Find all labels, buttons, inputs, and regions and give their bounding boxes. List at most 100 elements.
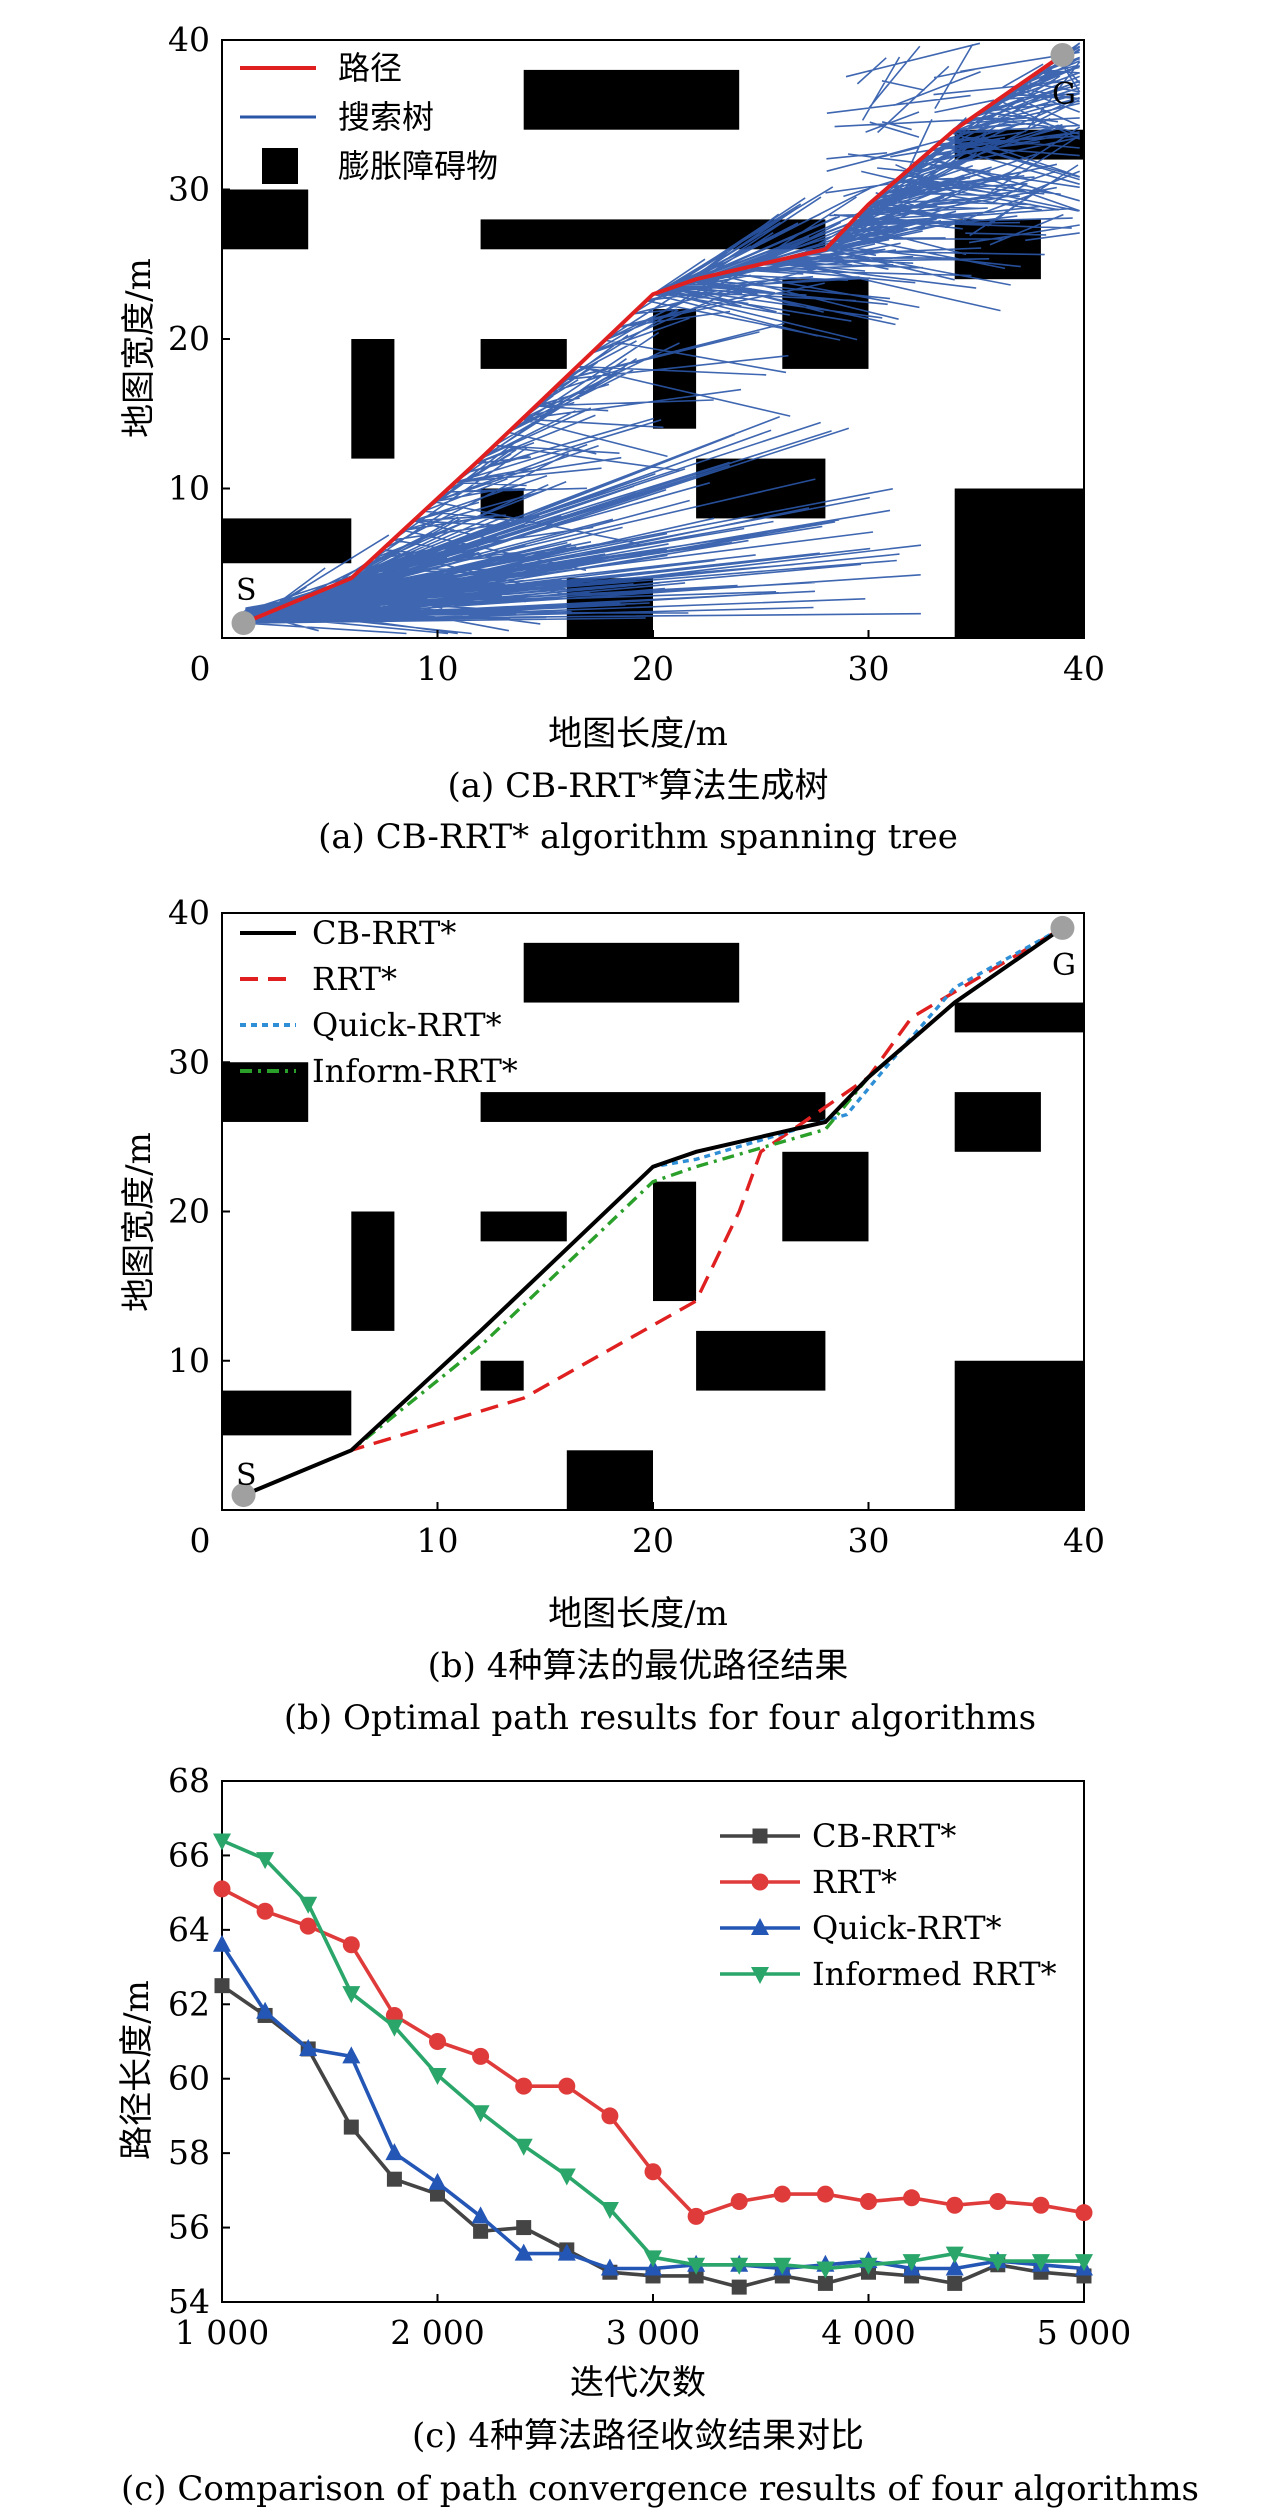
panel-a-legend: 路径 搜索树 膨胀障碍物 [240, 49, 498, 185]
panel-b-xtick-label: 10 [417, 1521, 459, 1560]
panel-b-paths [242, 926, 1064, 1497]
point-rrt [256, 1902, 274, 1920]
panel-a-xtick-label: 0 [190, 649, 211, 688]
point-informed-rrt [945, 2246, 964, 2264]
legend-label-cb-rrt: CB-RRT* [312, 914, 456, 952]
obstacle [480, 339, 567, 369]
legend-label-quick-rrt: Quick-RRT* [312, 1006, 502, 1044]
panel-b-xtick-label: 30 [848, 1521, 890, 1560]
point-rrt [601, 2107, 619, 2125]
point-quick-rrt [213, 1934, 231, 1952]
point-rrt [558, 2077, 576, 2095]
panel-a-ytick-label: 20 [168, 319, 210, 358]
panel-b-ytick-label: 30 [168, 1042, 210, 1081]
point-cb-rrt [386, 2171, 402, 2187]
panel-c-series [213, 1833, 1093, 2295]
panel-a-xtick-label: 20 [632, 649, 674, 688]
point-cb-rrt [343, 2119, 359, 2135]
point-rrt [515, 2077, 533, 2095]
panel-c-xtick-label: 3 000 [606, 2313, 700, 2352]
panel-b-legend: CB-RRT* RRT* Quick-RRT* Inform-RRT* [240, 914, 518, 1090]
start-point [231, 1483, 256, 1508]
point-quick-rrt [342, 2046, 361, 2064]
panel-c-ytick-label: 62 [168, 1984, 210, 2023]
obstacle [222, 1390, 352, 1436]
point-informed-rrt [557, 2168, 576, 2186]
legend-obstacle-swatch [262, 148, 298, 184]
point-cb-rrt [731, 2279, 747, 2295]
point-quick-rrt [299, 2038, 318, 2056]
panel-c-xtick-label: 5 000 [1037, 2313, 1131, 2352]
obstacle [782, 1151, 869, 1242]
panel-b-xtick-label: 20 [632, 1521, 674, 1560]
legend-label-rrt: RRT* [312, 960, 397, 998]
panel-b-obstacles [222, 942, 1084, 1510]
panel-a-ytick-label: 10 [168, 469, 210, 508]
panel-c-legend: CB-RRT* RRT* Quick-RRT* Informed RRT* [720, 1817, 1057, 1993]
point-quick-rrt [557, 2243, 576, 2261]
panel-a-xtick-label: 30 [848, 649, 890, 688]
point-informed-rrt [600, 2201, 619, 2219]
legend-marker-cb-rrt [752, 1828, 768, 1844]
panel-a-goal-label: G [1052, 77, 1076, 112]
panel-a-start-label: S [236, 573, 257, 608]
point-informed-rrt [514, 2138, 533, 2156]
point-rrt [730, 2193, 748, 2211]
panel-c-caption-cn: (c) 4种算法路径收敛结果对比 [412, 2416, 864, 2456]
point-informed-rrt [859, 2257, 878, 2275]
series-informed-rrt [213, 1833, 1093, 2279]
legend-obstacle-label: 膨胀障碍物 [338, 147, 498, 185]
panel-c-ytick-label: 60 [168, 2059, 210, 2098]
panel-b-caption-en: (b) Optimal path results for four algori… [284, 1698, 1036, 1738]
point-rrt [860, 2193, 877, 2211]
obstacle [351, 339, 395, 459]
point-rrt [903, 2189, 921, 2207]
point-cb-rrt [430, 2186, 445, 2202]
point-informed-rrt [730, 2257, 749, 2275]
panel-b-xtick-label: 0 [190, 1521, 211, 1560]
panel-b-ylabel: 地图宽度/m [119, 1132, 159, 1312]
panel-b-ytick-label: 40 [168, 893, 210, 932]
point-cb-rrt [473, 2223, 489, 2239]
panel-c-xlabel: 迭代次数 [570, 2363, 706, 2403]
point-informed-rrt [1031, 2254, 1050, 2272]
point-quick-rrt [471, 2206, 490, 2224]
obstacle [523, 942, 740, 1003]
panel-a-ytick-label: 40 [168, 20, 210, 59]
panel-c-ytick-label: 54 [168, 2282, 210, 2321]
panel-a-xlabel: 地图长度/m [548, 714, 728, 754]
obstacle [954, 488, 1084, 638]
panel-c-ytick-label: 56 [168, 2208, 210, 2247]
point-rrt [816, 2185, 834, 2203]
point-quick-rrt [945, 2258, 964, 2276]
panel-a-path [242, 53, 1064, 625]
legend-label-informed-rrt: Informed RRT* [812, 1955, 1057, 1993]
panel-b-caption-cn: (b) 4种算法的最优路径结果 [428, 1646, 849, 1686]
panel-a-caption-en: (a) CB-RRT* algorithm spanning tree [318, 817, 958, 857]
point-cb-rrt [817, 2275, 833, 2291]
obstacle [351, 1211, 395, 1331]
legend-label-cb-rrt: CB-RRT* [812, 1817, 956, 1855]
panel-b-endpoints [231, 915, 1075, 1508]
panel-a-endpoints [231, 42, 1075, 636]
obstacle [566, 1450, 653, 1510]
panel-c-ticks: 1 000 2 000 3 000 4 000 5 000 54 56 58 60 62 64 66 6… [168, 1761, 1131, 2352]
point-rrt [299, 1917, 317, 1935]
obstacle [222, 1062, 309, 1122]
legend-path-label: 路径 [338, 49, 402, 87]
point-informed-rrt [902, 2254, 921, 2272]
legend-marker-quick-rrt [751, 1918, 769, 1935]
panel-b-goal-label: G [1052, 948, 1076, 983]
point-informed-rrt [644, 2250, 662, 2268]
point-informed-rrt [299, 1896, 318, 1914]
point-rrt [472, 2047, 490, 2065]
point-informed-rrt [687, 2257, 706, 2275]
point-informed-rrt [256, 1852, 275, 1870]
obstacle [523, 69, 740, 130]
panel-b-xlabel: 地图长度/m [548, 1594, 728, 1634]
goal-point [1050, 915, 1075, 940]
point-rrt [213, 1880, 231, 1898]
obstacle [480, 1360, 524, 1391]
point-rrt [1032, 2196, 1050, 2214]
